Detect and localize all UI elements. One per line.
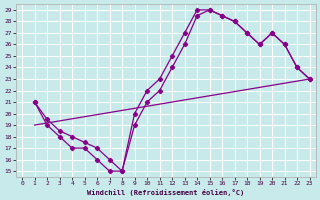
X-axis label: Windchill (Refroidissement éolien,°C): Windchill (Refroidissement éolien,°C) [87, 189, 244, 196]
